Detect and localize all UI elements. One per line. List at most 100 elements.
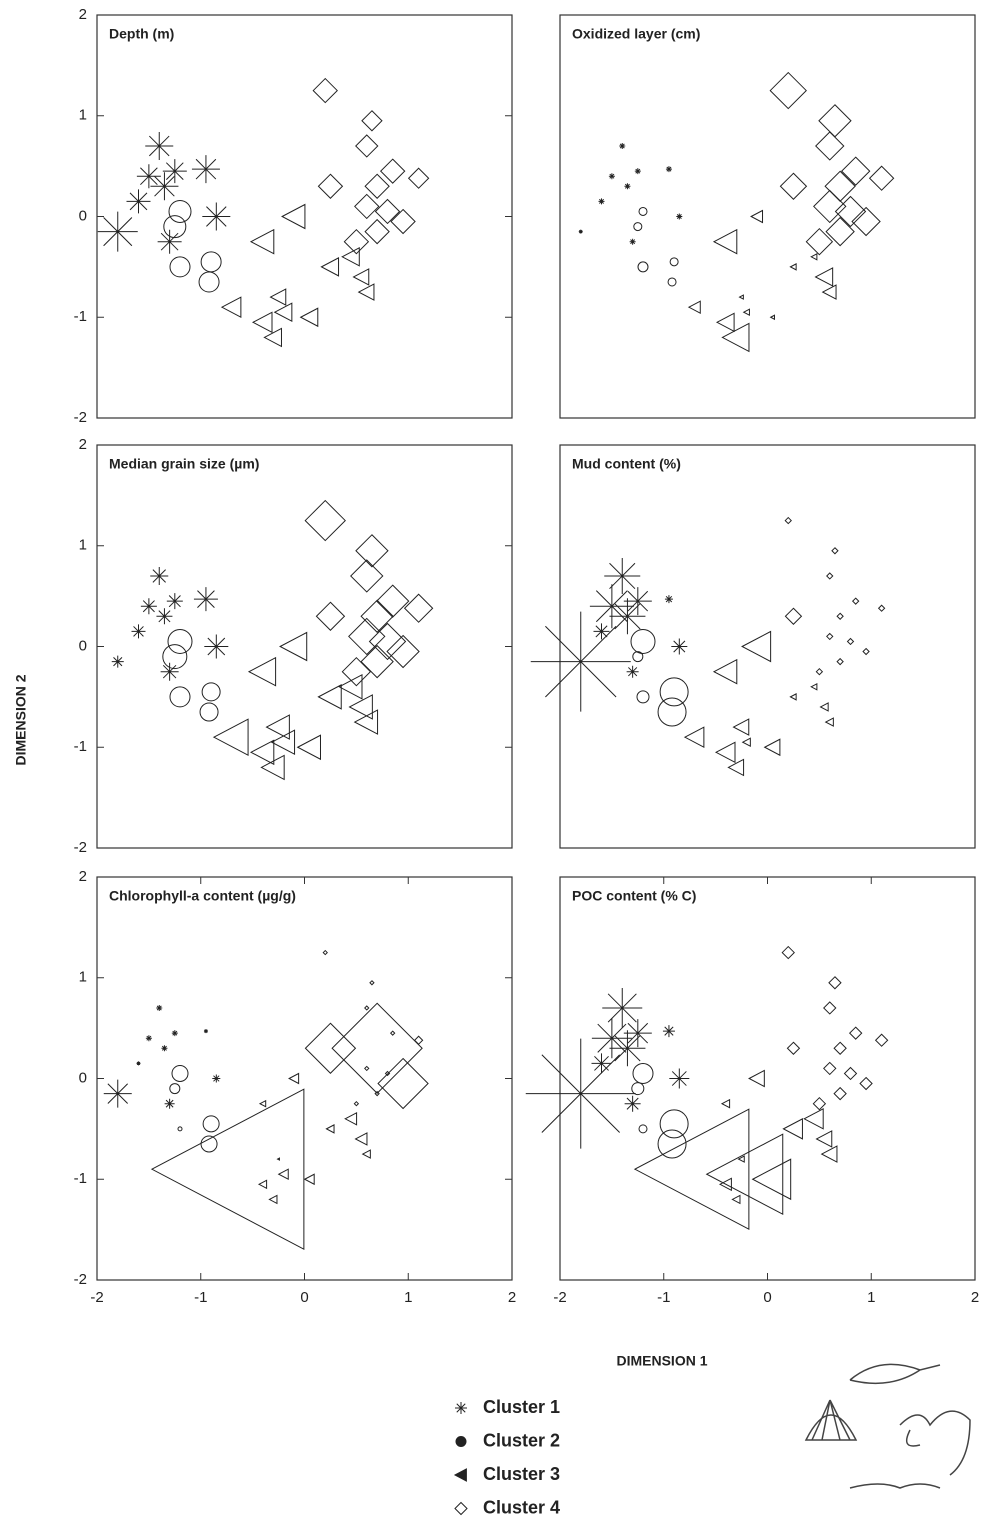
y-tick-label: -2 (74, 1271, 87, 1288)
point (525, 1038, 636, 1149)
point (714, 741, 736, 764)
point (828, 976, 842, 990)
point (355, 134, 379, 158)
point (304, 499, 346, 542)
y-tick-label: -2 (74, 839, 87, 856)
point (97, 211, 138, 252)
point (781, 945, 795, 960)
point (784, 607, 803, 625)
legend-marker (455, 1436, 467, 1447)
point (589, 584, 634, 629)
point (126, 189, 151, 214)
x-tick-label: 0 (763, 1289, 771, 1306)
point (353, 709, 379, 735)
point (270, 729, 296, 756)
point (712, 658, 738, 685)
panel: Mud content (%) (530, 444, 976, 849)
point (868, 165, 895, 191)
point (202, 1115, 220, 1133)
panel-title: Depth (m) (109, 26, 174, 42)
point (721, 322, 750, 353)
point (145, 131, 174, 160)
point (741, 737, 751, 748)
point (731, 1194, 741, 1205)
point (609, 598, 646, 635)
point (637, 261, 649, 273)
point (331, 1002, 423, 1094)
point (375, 584, 410, 618)
point (288, 1072, 300, 1085)
y-tick-label: 1 (79, 107, 87, 124)
panel-title: Chlorophyll-a content (µg/g) (109, 888, 296, 904)
x-tick-label: -2 (90, 1289, 103, 1306)
point (131, 624, 146, 639)
point (338, 673, 363, 700)
point (150, 172, 179, 201)
point (624, 183, 631, 190)
legend-label: Cluster 4 (483, 1497, 560, 1517)
point (638, 206, 648, 216)
point (602, 987, 643, 1028)
point (750, 209, 764, 224)
point (212, 718, 249, 757)
point (191, 155, 220, 184)
point (161, 1045, 168, 1052)
point (671, 638, 688, 655)
point (162, 644, 188, 670)
point (687, 300, 701, 315)
point (344, 1111, 358, 1126)
point (683, 726, 705, 749)
point (631, 1082, 645, 1096)
point (317, 684, 342, 710)
point (299, 307, 319, 328)
point (269, 288, 287, 306)
y-tick-label: 2 (79, 6, 87, 23)
point (874, 1033, 889, 1047)
point (769, 71, 807, 110)
illustration (804, 1363, 971, 1489)
point (626, 665, 639, 678)
panel: Median grain size (µm) -2 -1 0 1 2 (74, 436, 513, 856)
point (779, 172, 808, 200)
point (877, 604, 886, 612)
point (357, 283, 375, 301)
point (273, 302, 293, 323)
point (831, 547, 839, 555)
point (341, 656, 372, 687)
point (171, 1030, 178, 1037)
y-axis-label: DIMENSION 2 (13, 674, 29, 765)
point (203, 1029, 208, 1034)
point (364, 1005, 370, 1011)
point (665, 166, 672, 173)
point (738, 294, 744, 300)
point (169, 256, 191, 278)
point (156, 1004, 163, 1011)
point (163, 215, 187, 239)
point (836, 657, 844, 666)
point (623, 587, 652, 616)
point (814, 267, 834, 287)
point (251, 311, 273, 334)
point (247, 656, 277, 687)
point (815, 667, 824, 676)
point (315, 601, 346, 631)
point (633, 1108, 750, 1231)
point (403, 593, 434, 623)
point (630, 628, 656, 654)
point (303, 1173, 315, 1186)
x-tick-label: -2 (553, 1289, 566, 1306)
point (784, 516, 792, 525)
point (619, 142, 626, 149)
point (162, 159, 187, 184)
point (812, 1096, 827, 1111)
legend-label: Cluster 2 (483, 1430, 560, 1450)
point (818, 104, 852, 138)
point (348, 617, 386, 656)
point (364, 1065, 370, 1072)
point (369, 980, 375, 986)
point (368, 622, 407, 661)
point (171, 1064, 189, 1082)
point (200, 1135, 218, 1153)
point (212, 1074, 221, 1083)
point (164, 1098, 175, 1109)
